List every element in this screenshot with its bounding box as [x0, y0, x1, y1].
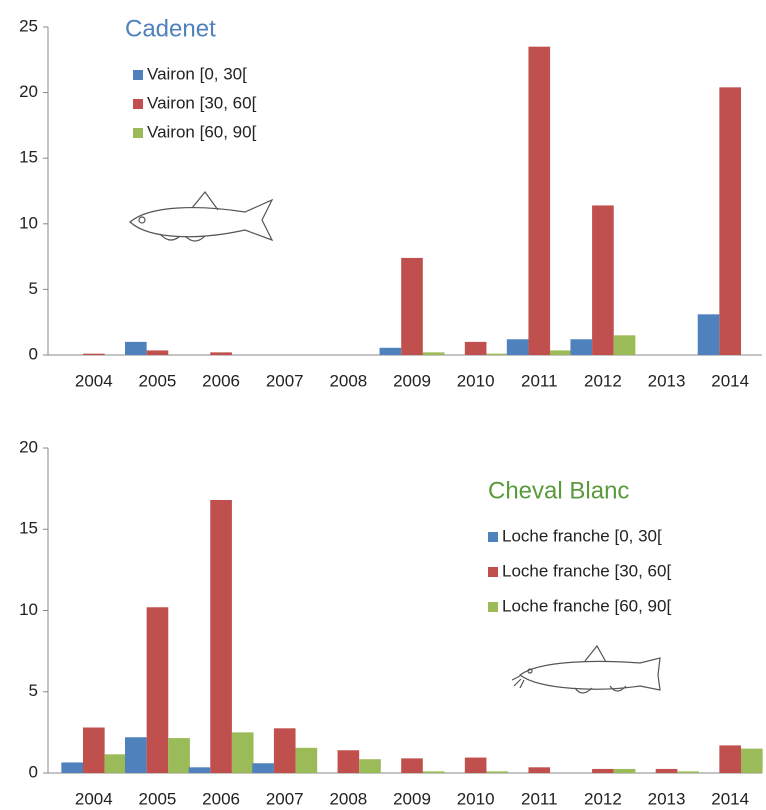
bar [719, 87, 741, 356]
x-tick-label: 2013 [648, 789, 686, 808]
bar [613, 335, 636, 355]
legend-label: Loche franche [30, 60[ [502, 561, 671, 580]
y-tick-label: 20 [19, 437, 38, 456]
bar [550, 350, 572, 355]
bar [592, 768, 614, 773]
y-tick-label: 10 [19, 213, 38, 232]
x-tick-label: 2014 [711, 789, 749, 808]
bar [464, 757, 487, 773]
bar [125, 737, 147, 773]
bar [528, 46, 551, 356]
fish-drawing [129, 191, 274, 242]
legend-swatch [133, 99, 143, 109]
bar [295, 747, 318, 773]
bar [592, 205, 614, 355]
x-tick-label: 2012 [584, 789, 622, 808]
bar [697, 314, 720, 355]
bar [719, 745, 741, 773]
bar [570, 339, 593, 355]
legend-label: Loche franche [60, 90[ [502, 596, 671, 615]
bar [210, 500, 232, 773]
bar [422, 771, 445, 773]
bar [252, 763, 274, 773]
bar [210, 352, 232, 355]
bar [146, 350, 169, 355]
x-tick-label: 2014 [711, 371, 749, 390]
x-tick-label: 2007 [266, 371, 304, 390]
legend-label: Vairon [0, 30[ [147, 64, 247, 83]
y-tick-label: 15 [19, 519, 38, 538]
bar [188, 767, 211, 773]
legend-label: Vairon [60, 90[ [147, 122, 257, 141]
legend-swatch [488, 567, 498, 577]
bar [422, 352, 445, 355]
legend-swatch [133, 128, 143, 138]
x-tick-label: 2006 [202, 789, 240, 808]
bar [506, 339, 529, 355]
x-tick-label: 2010 [457, 371, 495, 390]
x-tick-label: 2010 [457, 789, 495, 808]
y-tick-label: 20 [19, 82, 38, 101]
bar [104, 754, 127, 773]
x-tick-label: 2008 [329, 371, 367, 390]
y-tick-label: 5 [29, 681, 38, 700]
x-tick-label: 2013 [648, 371, 686, 390]
bar [528, 767, 551, 773]
bar [613, 768, 636, 773]
bar [168, 738, 190, 773]
bar [83, 727, 105, 773]
y-tick-label: 15 [19, 148, 38, 167]
bar [125, 341, 147, 355]
x-tick-label: 2005 [139, 371, 177, 390]
bar [401, 758, 423, 773]
bar [61, 762, 83, 773]
bar [273, 728, 296, 773]
fish-drawing [511, 644, 661, 694]
y-tick-label: 5 [29, 279, 38, 298]
y-tick-label: 0 [29, 344, 38, 363]
bar [486, 771, 509, 773]
x-tick-label: 2006 [202, 371, 240, 390]
bar [146, 607, 169, 773]
bar [401, 257, 423, 355]
x-tick-label: 2004 [75, 789, 113, 808]
chart-title: Cheval Blanc [488, 477, 629, 504]
x-tick-label: 2012 [584, 371, 622, 390]
bar [677, 771, 699, 773]
bar [741, 748, 763, 773]
legend-swatch [488, 532, 498, 542]
x-tick-label: 2004 [75, 371, 113, 390]
bar [379, 347, 402, 355]
x-tick-label: 2008 [329, 789, 367, 808]
x-tick-label: 2005 [139, 789, 177, 808]
legend-label: Loche franche [0, 30[ [502, 526, 662, 545]
bar [486, 353, 509, 355]
x-tick-label: 2011 [521, 371, 558, 390]
bar [83, 353, 105, 355]
x-tick-label: 2007 [266, 789, 304, 808]
x-tick-label: 2009 [393, 789, 431, 808]
bar [337, 750, 360, 773]
x-tick-label: 2009 [393, 371, 431, 390]
y-tick-label: 10 [19, 600, 38, 619]
y-tick-label: 25 [19, 16, 38, 35]
legend-swatch [133, 70, 143, 80]
bar [359, 759, 381, 773]
x-tick-label: 2011 [521, 789, 558, 808]
legend-swatch [488, 602, 498, 612]
chart-title: Cadenet [125, 15, 216, 42]
legend-label: Vairon [30, 60[ [147, 93, 257, 112]
bar [655, 768, 678, 773]
bar [231, 732, 254, 773]
y-tick-label: 0 [29, 762, 38, 781]
bar [464, 341, 487, 355]
